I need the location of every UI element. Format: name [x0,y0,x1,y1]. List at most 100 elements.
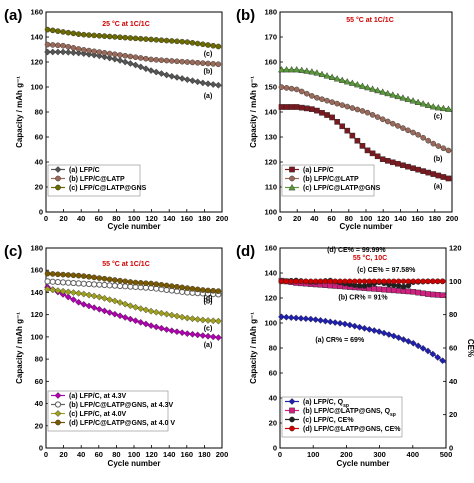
series-2: (b) [44,278,223,306]
legend-entry: (b) LFP/C@LATP [51,175,125,183]
data-point [55,28,61,34]
legend: (a) LFP/C, at 4.3V (b) LFP/C@LATP@GNS, at… [47,390,175,432]
x-tick-label: 0 [44,450,48,459]
legend: (a) LFP/C (b) LFP/C@LATP (c) LFP/C@LATP@GN… [47,164,147,197]
series-tag: (c) [204,325,213,332]
data-point [404,95,412,103]
series-tag: (a) [204,342,213,349]
data-point [370,327,378,334]
data-point [390,159,396,166]
data-point [54,48,62,56]
data-point [302,315,310,323]
data-point [210,287,216,294]
data-point [80,290,88,298]
data-point [101,294,108,302]
data-point [386,278,392,285]
data-point [137,63,145,71]
x-tick-label: 120 [377,214,390,223]
data-point [379,116,386,123]
data-point [395,278,402,285]
legend-marker [55,419,61,426]
data-point [86,47,92,54]
data-point [341,320,349,328]
data-point [200,60,206,66]
data-point [132,54,139,61]
data-point [199,79,207,87]
data-point [337,278,343,285]
x-tick-label: 200 [216,214,229,223]
x-tick-label: 160 [181,450,194,459]
data-point [376,278,382,285]
data-point [204,80,212,88]
data-point [65,272,72,278]
data-point [44,26,51,33]
data-point [91,48,97,55]
legend-entry: (d) LFP/C@LATP@GNS, at 4.0 V [51,419,175,427]
data-point [90,304,98,312]
data-point [288,65,296,73]
data-point [204,332,212,340]
condition-label: 25 °C at 1C/1C [102,20,150,28]
x-tick-label: 200 [216,450,229,459]
data-point [80,47,87,53]
data-point [364,147,371,154]
data-point [153,57,160,63]
panel-label: (c) [4,243,22,260]
data-point [339,123,346,130]
y-axis-title: Capacity / mAh g⁻¹ [15,76,24,148]
data-point [323,72,331,79]
data-point [390,278,397,285]
data-point [142,306,150,314]
data-point [75,289,82,297]
legend-marker [289,175,295,182]
panel-label: (d) [236,243,255,260]
data-point [173,328,181,336]
data-point [214,334,222,341]
data-point [184,59,191,65]
data-point [147,322,155,329]
series-2: (b) [44,41,223,76]
y-tick-label: 140 [264,269,277,278]
data-point [349,105,356,111]
data-point [106,309,114,316]
x-tick-label: 0 [44,214,48,223]
data-point [312,316,320,324]
data-point [365,326,373,333]
data-point [414,342,422,350]
annotation: (a) CR% = 69% [315,337,365,344]
x-tick-label: 500 [440,450,453,459]
series-4: (d) [44,270,223,302]
y-tick-label: 120 [30,58,43,67]
data-point [101,53,108,61]
data-point [380,329,388,337]
legend-entry: (b) LFP/C@LATP@GNS, at 4.3V [51,401,173,409]
condition-label: 55 °C at 1C/1C [102,260,150,268]
legend-entry: (b) LFP/C@LATP@GNS, Qsp [285,407,396,418]
y-tick-label: 100 [264,208,277,217]
data-point [80,273,87,279]
data-point [410,289,417,295]
data-point [354,137,361,144]
data-point [75,49,82,57]
data-point [283,104,290,110]
data-point [405,127,411,134]
data-point [405,288,412,295]
data-point [70,45,77,51]
y-tick-label: 60 [35,377,43,386]
data-point [328,73,336,80]
data-point [344,103,351,110]
legend: (a) LFP/C, Qsp(b) LFP/C@LATP@GNS, Qsp(c)… [281,396,403,438]
x-tick-label: 200 [446,214,459,223]
y-tick-label: 110 [265,183,277,192]
data-point [106,33,113,40]
legend-entry: (c) LFP/C, CE% [285,416,354,424]
data-point [101,33,108,39]
data-point [189,285,196,292]
data-point [75,280,82,287]
data-point [96,281,103,288]
y-tick-label: 20 [269,419,277,428]
data-point [324,112,330,118]
data-point [332,278,338,285]
data-point [376,286,382,293]
legend-entry: (a) LFP/C [285,166,334,174]
